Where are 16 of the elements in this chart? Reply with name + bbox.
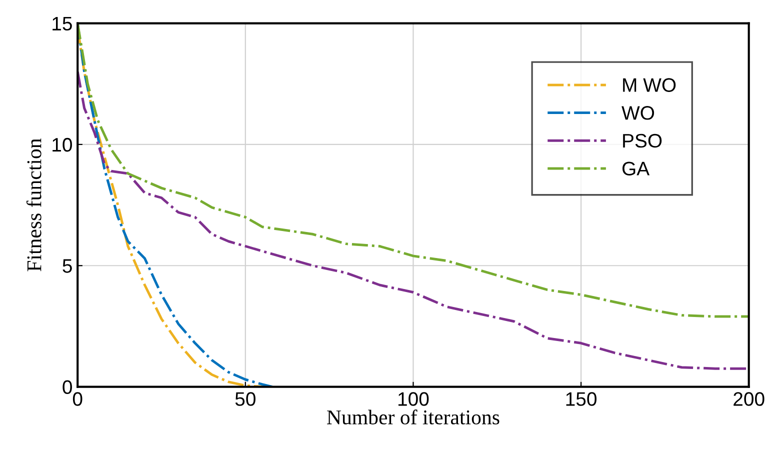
x-tick-label: 0: [72, 392, 82, 406]
legend-label: WO: [622, 106, 654, 120]
y-tick-label: 5: [62, 259, 72, 273]
x-tick-label: 200: [734, 392, 764, 406]
line-series: [78, 70, 749, 370]
legend-label: GA: [622, 162, 650, 176]
legend-label: PSO: [623, 134, 662, 148]
y-tick-label: 10: [52, 138, 72, 152]
x-tick-label: 100: [398, 392, 429, 406]
y-tick-label: 15: [52, 16, 72, 31]
x-axis-title: Number of iterations: [327, 410, 500, 424]
x-tick-label: 150: [566, 392, 596, 406]
y-tick-label: 0: [62, 380, 72, 394]
y-axis-title: Fitness function: [26, 138, 42, 272]
legend-label: M WO: [623, 78, 676, 92]
x-tick-label: 50: [235, 392, 256, 406]
